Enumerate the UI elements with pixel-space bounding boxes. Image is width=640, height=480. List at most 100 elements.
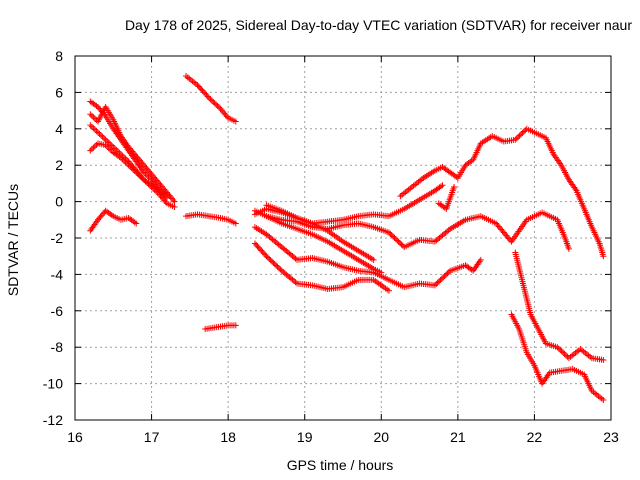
x-axis-label: GPS time / hours [287, 457, 394, 473]
data-point-marker [200, 89, 207, 96]
data-point-marker [171, 204, 178, 211]
data-point-marker [275, 265, 282, 272]
series-arc-17 [512, 249, 607, 363]
data-point-marker [519, 129, 526, 136]
data-point-marker [195, 83, 202, 90]
data-point-marker [557, 346, 564, 353]
series-arc-04 [87, 140, 170, 198]
data-point-marker [444, 270, 451, 277]
series-arc-07 [183, 211, 239, 227]
data-point-marker [211, 100, 218, 107]
y-axis-label: SDTVAR / TECUs [5, 184, 21, 296]
data-point-marker [385, 229, 392, 236]
y-tick-label: -6 [51, 303, 64, 319]
data-point-marker [513, 135, 520, 142]
data-point-marker [232, 118, 239, 125]
data-point-marker [600, 253, 607, 260]
data-point-marker [440, 274, 447, 281]
series-arc-03 [87, 122, 178, 211]
data-point-marker [210, 98, 217, 105]
data-point-marker [443, 271, 450, 278]
data-point-marker [441, 273, 448, 280]
series-arc-12 [251, 240, 392, 294]
data-point-marker [214, 103, 221, 110]
data-point-marker [198, 86, 205, 93]
data-point-marker [378, 269, 385, 276]
series-arc-13 [263, 202, 377, 263]
data-point-marker [101, 135, 108, 142]
data-point-marker [90, 114, 97, 121]
x-tick-label: 22 [527, 429, 543, 445]
series-arc-06 [183, 73, 239, 125]
data-point-marker [273, 262, 280, 269]
y-tick-label: 8 [55, 48, 63, 64]
data-point-marker [390, 233, 397, 240]
y-tick-label: 4 [55, 121, 63, 137]
data-point-marker [197, 84, 204, 91]
x-axis: 16 17 18 19 20 21 22 23 [67, 56, 619, 445]
data-point-marker [133, 220, 140, 227]
x-tick-label: 18 [220, 429, 236, 445]
data-point-marker [277, 266, 284, 273]
grid-lines [75, 56, 611, 420]
data-point-marker [515, 133, 522, 140]
data-point-marker [433, 280, 440, 287]
data-point-marker [262, 251, 269, 258]
series-arc-14 [263, 213, 385, 276]
y-axis: -12 -10 -8 -6 -4 -2 0 2 4 6 8 [43, 48, 611, 428]
data-point-marker [391, 234, 398, 241]
data-point-marker [251, 240, 258, 247]
series-arc-02 [87, 103, 178, 205]
x-tick-label: 17 [144, 429, 160, 445]
data-point-marker [436, 278, 443, 285]
data-point-marker [194, 82, 201, 89]
data-point-marker [258, 247, 265, 254]
data-point-marker [99, 133, 106, 140]
data-point-marker [558, 348, 565, 355]
data-point-marker [516, 132, 523, 139]
data-point-marker [451, 184, 458, 191]
data-point-marker [395, 238, 402, 245]
data-point-marker [88, 146, 95, 153]
data-point-marker [561, 351, 568, 358]
data-point-marker [600, 396, 607, 403]
data-point-marker [87, 111, 94, 118]
data-point-marker [438, 275, 445, 282]
data-point-marker [208, 97, 215, 104]
data-point-marker [204, 93, 211, 100]
data-point-marker [199, 87, 206, 94]
series-arc-11 [251, 224, 484, 291]
series-arc-16 [435, 184, 458, 212]
data-point-marker [385, 287, 392, 294]
data-point-marker [232, 220, 239, 227]
series-arc-05 [87, 207, 140, 234]
data-point-marker [267, 257, 274, 264]
data-point-marker [270, 259, 277, 266]
data-point-marker [397, 240, 404, 247]
chart-title: Day 178 of 2025, Sidereal Day-to-day VTE… [125, 17, 632, 33]
data-point-marker [520, 128, 527, 135]
data-point-marker [98, 132, 105, 139]
data-point-marker [268, 258, 275, 265]
x-tick-label: 19 [297, 429, 313, 445]
data-point-marker [388, 232, 395, 239]
data-point-marker [387, 230, 394, 237]
data-point-marker [600, 356, 607, 363]
data-point-marker [263, 253, 270, 260]
data-point-marker [259, 248, 266, 255]
data-point-marker [93, 127, 100, 134]
data-point-marker [260, 250, 267, 257]
data-point-marker [206, 94, 212, 101]
data-point-marker [518, 131, 525, 138]
data-point-marker [96, 130, 103, 137]
y-tick-label: -4 [51, 266, 64, 282]
x-tick-label: 23 [603, 429, 619, 445]
data-point-marker [271, 261, 278, 268]
data-point-marker [207, 96, 214, 103]
y-tick-label: -8 [51, 339, 64, 355]
data-point-marker [255, 244, 262, 251]
y-tick-label: -2 [51, 230, 64, 246]
x-tick-label: 16 [67, 429, 83, 445]
data-point-marker [94, 129, 101, 136]
data-point-marker [266, 255, 273, 262]
